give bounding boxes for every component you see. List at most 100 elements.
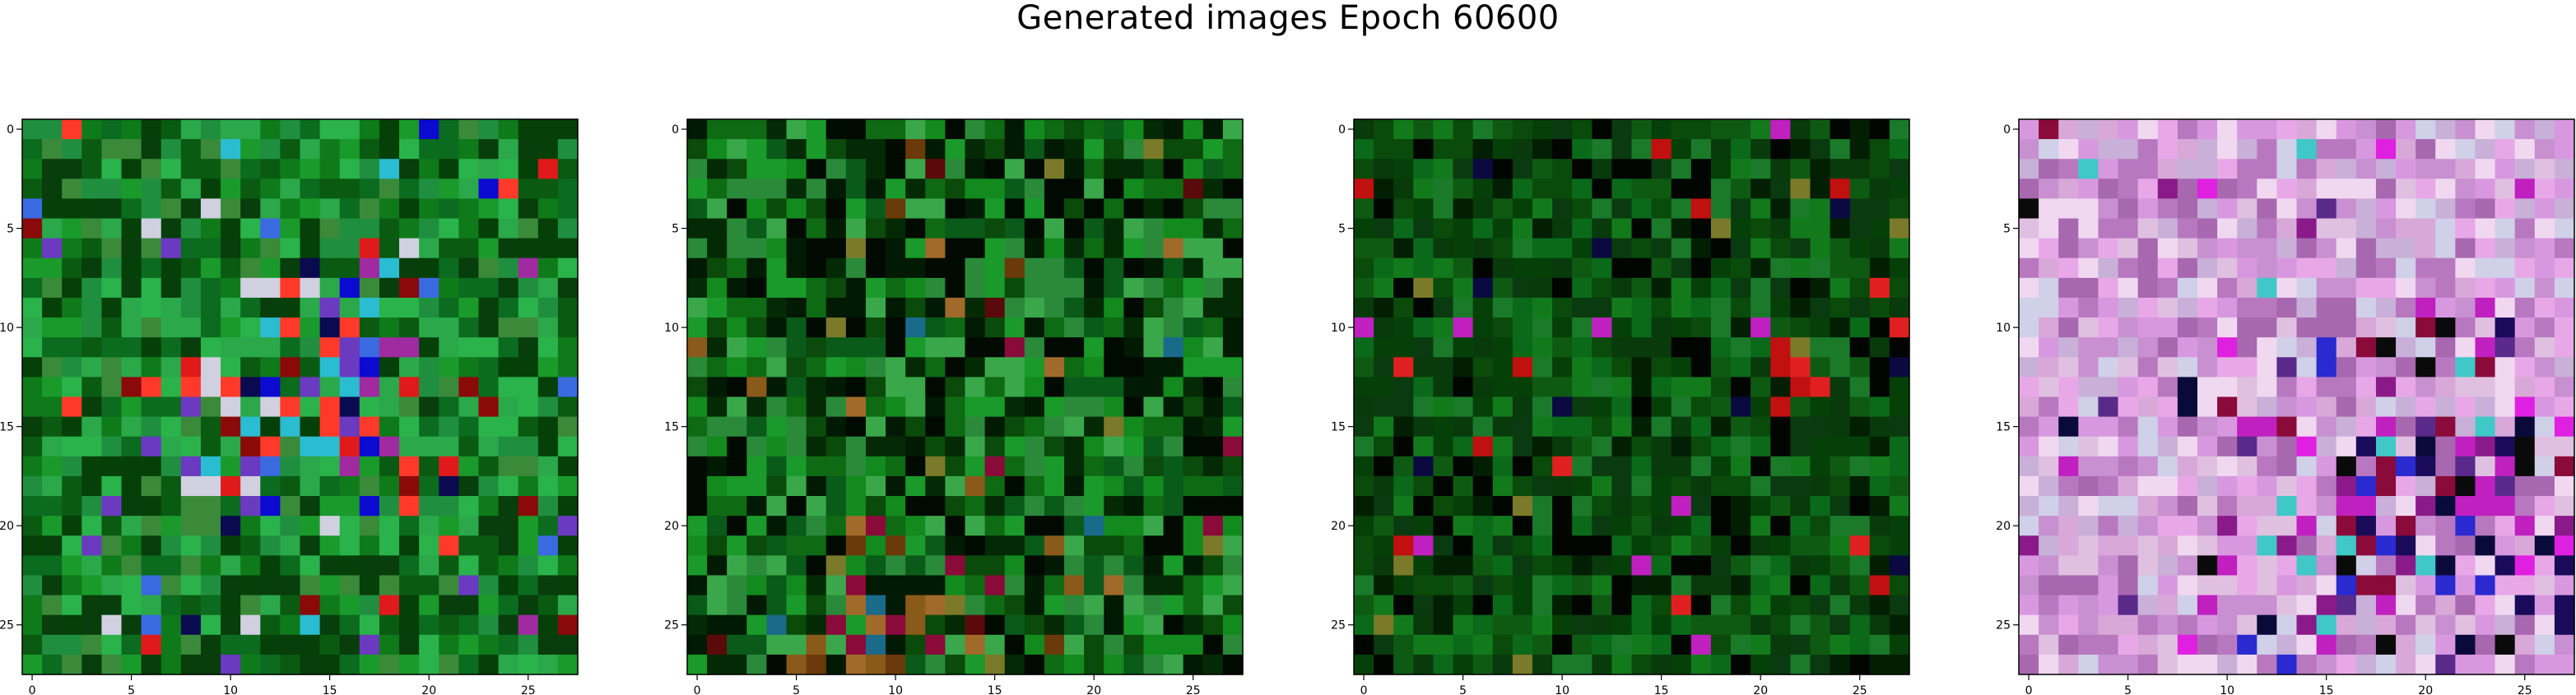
pixel-cell xyxy=(2237,535,2257,556)
pixel-cell xyxy=(221,516,241,536)
pixel-cell xyxy=(2416,337,2436,358)
pixel-cell xyxy=(379,634,400,656)
pixel-cell xyxy=(1512,297,1533,318)
pixel-cell xyxy=(42,475,63,497)
pixel-cell xyxy=(81,516,103,536)
pixel-cell xyxy=(458,178,480,200)
pixel-cell xyxy=(101,139,123,160)
pixel-cell xyxy=(537,119,559,140)
pixel-cell xyxy=(965,119,986,140)
pixel-cell xyxy=(141,516,162,536)
pixel-cell xyxy=(2355,396,2377,418)
pixel-cell xyxy=(160,178,182,200)
pixel-cell xyxy=(925,456,946,477)
pixel-cell xyxy=(984,595,1006,616)
pixel-cell xyxy=(2257,535,2277,556)
pixel-cell xyxy=(121,178,142,200)
pixel-cell xyxy=(1710,396,1732,418)
pixel-cell xyxy=(399,297,420,318)
pixel-cell xyxy=(2375,555,2397,577)
pixel-cell xyxy=(260,555,281,577)
pixel-cell xyxy=(359,238,380,259)
pixel-cell xyxy=(825,496,847,517)
pixel-cell xyxy=(1671,634,1692,656)
pixel-cell xyxy=(458,238,480,259)
pixel-cell xyxy=(339,159,360,179)
pixel-cell xyxy=(965,456,986,477)
pixel-cell xyxy=(1183,396,1204,418)
pixel-cell xyxy=(1611,516,1633,536)
pixel-cell xyxy=(1631,337,1653,358)
pixel-cell xyxy=(865,159,886,179)
pixel-cell xyxy=(280,139,301,160)
pixel-cell xyxy=(498,496,519,517)
pixel-cell xyxy=(2118,257,2139,279)
pixel-cell xyxy=(399,475,420,497)
pixel-cell xyxy=(825,238,847,259)
pixel-cell xyxy=(379,396,400,418)
pixel-cell xyxy=(1512,257,1533,279)
pixel-cell xyxy=(1592,575,1612,596)
pixel-cell xyxy=(825,555,847,577)
x-tick-label: 20 xyxy=(1086,684,1101,695)
pixel-cell xyxy=(1004,257,1025,279)
pixel-cell xyxy=(1552,178,1573,200)
pixel-cell xyxy=(2495,416,2516,438)
pixel-cell xyxy=(2336,516,2357,536)
pixel-cell xyxy=(2137,456,2159,477)
pixel-cell xyxy=(1183,555,1204,577)
pixel-cell xyxy=(2157,139,2178,160)
pixel-cell xyxy=(1143,218,1165,239)
pixel-cell xyxy=(1472,297,1494,318)
pixel-cell xyxy=(2316,257,2337,279)
pixel-cell xyxy=(2217,575,2238,596)
pixel-cell xyxy=(727,119,747,140)
pixel-cell xyxy=(2137,575,2159,596)
pixel-cell xyxy=(399,178,420,200)
pixel-cell xyxy=(498,277,519,299)
pixel-cell xyxy=(399,634,420,656)
pixel-cell xyxy=(1024,436,1045,457)
pixel-cell xyxy=(221,555,241,577)
pixel-cell xyxy=(1453,139,1474,160)
pixel-cell xyxy=(280,297,301,318)
pixel-cell xyxy=(1512,535,1533,556)
pixel-cell xyxy=(260,337,281,358)
pixel-cell xyxy=(1790,614,1811,636)
pixel-cell xyxy=(687,436,708,457)
pixel-cell xyxy=(1532,317,1553,338)
pixel-cell xyxy=(1631,456,1653,477)
pixel-cell xyxy=(925,337,946,358)
pixel-cell xyxy=(2316,317,2337,338)
pixel-cell xyxy=(1889,257,1910,279)
pixel-cell xyxy=(905,496,926,517)
pixel-cell xyxy=(260,475,281,497)
pixel-cell xyxy=(2118,337,2139,358)
pixel-cell xyxy=(379,496,400,517)
pixel-cell xyxy=(1354,535,1374,556)
pixel-cell xyxy=(2237,456,2257,477)
pixel-cell xyxy=(1163,416,1184,438)
pixel-cell xyxy=(1790,337,1811,358)
pixel-cell xyxy=(2336,377,2357,398)
pixel-cell xyxy=(1592,257,1612,279)
pixel-cell xyxy=(1790,357,1811,378)
pixel-cell xyxy=(707,614,728,636)
pixel-cell xyxy=(2475,516,2496,536)
pixel-cell xyxy=(180,614,202,636)
pixel-cell xyxy=(2455,357,2476,378)
pixel-cell xyxy=(2475,277,2496,299)
pixel-cell xyxy=(1433,257,1454,279)
pixel-cell xyxy=(1044,555,1065,577)
pixel-cell xyxy=(1374,178,1394,200)
pixel-cell xyxy=(1183,614,1204,636)
pixel-cell xyxy=(537,496,559,517)
pixel-cell xyxy=(121,614,142,636)
pixel-cell xyxy=(1183,416,1204,438)
pixel-cell xyxy=(1354,496,1374,517)
pixel-cell xyxy=(359,337,380,358)
pixel-cell xyxy=(22,297,43,318)
pixel-cell xyxy=(2098,496,2119,517)
pixel-cell xyxy=(905,595,926,616)
pixel-cell xyxy=(2475,119,2496,140)
